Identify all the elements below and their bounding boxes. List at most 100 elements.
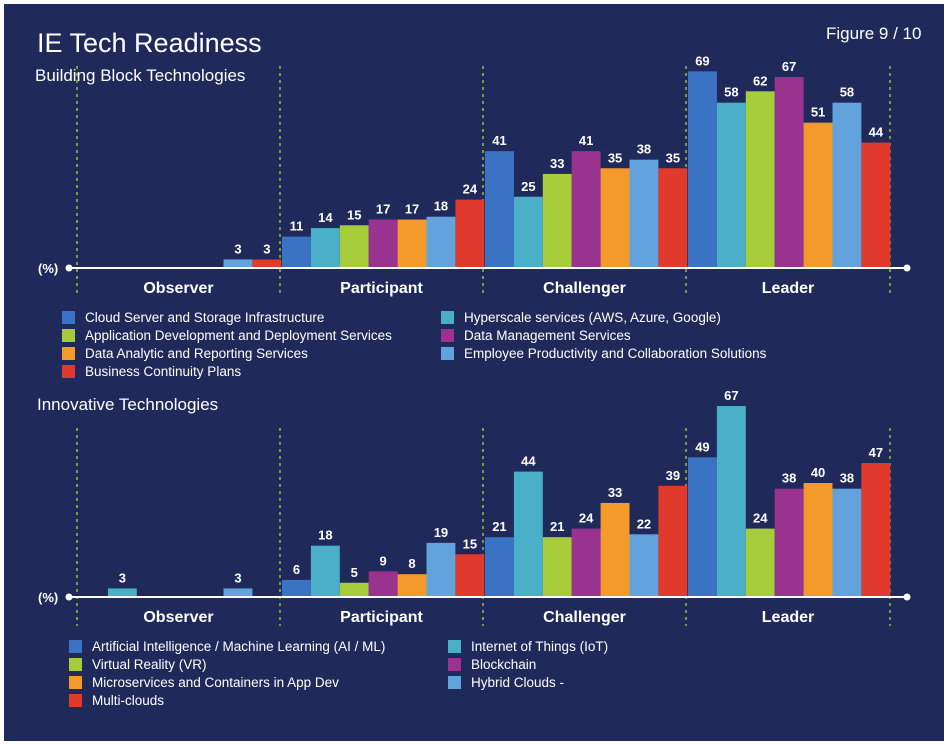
bar: [107, 588, 137, 597]
bar: [310, 545, 340, 597]
legend-swatch: [62, 329, 75, 342]
category-label: Challenger: [543, 609, 626, 626]
data-label: 21: [550, 519, 564, 534]
legend-label: Multi-clouds: [92, 693, 165, 708]
legend-swatch: [69, 658, 82, 671]
bar: [658, 168, 688, 268]
bar: [485, 537, 514, 597]
data-label: 24: [579, 511, 594, 526]
bar: [629, 159, 659, 268]
legend-item: Hyperscale services (AWS, Azure, Google): [441, 310, 721, 325]
bar: [745, 91, 775, 268]
legend-item: Cloud Server and Storage Infrastructure: [62, 310, 324, 325]
bar: [513, 471, 543, 597]
legend-swatch: [448, 640, 461, 653]
bar: [803, 122, 833, 269]
legend-label: Blockchain: [471, 657, 537, 672]
legend-swatch: [69, 694, 82, 707]
legend-swatch: [62, 311, 75, 324]
legend-item: Blockchain: [448, 657, 536, 672]
bar: [688, 71, 717, 268]
bar: [716, 406, 746, 597]
bar: [426, 542, 456, 597]
data-label: 25: [521, 179, 535, 194]
data-label: 18: [318, 528, 332, 543]
data-label: 15: [463, 536, 477, 551]
bar: [339, 582, 369, 597]
data-label: 35: [608, 150, 622, 165]
bar: [832, 488, 862, 597]
data-label: 38: [637, 142, 651, 157]
legend-label: Hyperscale services (AWS, Azure, Google): [464, 310, 721, 325]
data-label: 33: [550, 156, 564, 171]
data-label: 44: [521, 454, 536, 469]
bar: [861, 463, 891, 597]
legend-item: Microservices and Containers in App Dev: [69, 675, 339, 690]
legend-item: Business Continuity Plans: [62, 364, 241, 379]
legend-item: Data Management Services: [441, 328, 631, 343]
data-label: 3: [234, 241, 241, 256]
bar: [600, 168, 630, 268]
bar: [803, 483, 833, 597]
bar: [455, 199, 485, 268]
legend-swatch: [69, 676, 82, 689]
legend-label: Artificial Intelligence / Machine Learni…: [92, 639, 386, 654]
data-label: 40: [811, 465, 825, 480]
bar: [282, 579, 311, 597]
legend-label: Data Management Services: [464, 328, 631, 343]
legend-swatch: [441, 329, 454, 342]
data-label: 67: [782, 59, 796, 74]
data-label: 17: [405, 202, 419, 217]
data-label: 3: [234, 570, 241, 585]
data-label: 58: [840, 85, 854, 100]
data-label: 41: [579, 133, 593, 148]
bar: [571, 151, 601, 268]
bar: [658, 485, 688, 597]
bar: [542, 537, 572, 597]
legend-label: Cloud Server and Storage Infrastructure: [85, 310, 325, 325]
category-label: Observer: [143, 609, 213, 626]
bar: [745, 528, 775, 597]
data-label: 24: [463, 182, 478, 197]
bar: [397, 219, 427, 268]
data-label: 69: [695, 53, 709, 68]
data-label: 44: [869, 125, 884, 140]
bar: [774, 77, 804, 268]
legend-swatch: [441, 311, 454, 324]
legend-swatch: [448, 658, 461, 671]
bar: [455, 554, 485, 597]
bar: [426, 216, 456, 268]
bar: [716, 102, 746, 268]
legend-label: Virtual Reality (VR): [92, 657, 207, 672]
data-label: 35: [666, 150, 680, 165]
category-label: Observer: [143, 280, 213, 297]
data-label: 51: [811, 105, 825, 120]
bar: [861, 142, 891, 268]
bar: [485, 151, 514, 268]
data-label: 21: [492, 519, 506, 534]
legend-item: Artificial Intelligence / Machine Learni…: [69, 639, 385, 654]
data-label: 5: [351, 565, 358, 580]
data-label: 11: [290, 219, 304, 234]
category-label: Challenger: [543, 280, 626, 297]
page-title: IE Tech Readiness: [37, 28, 262, 58]
axis-start-dot: [65, 264, 73, 272]
category-label: Participant: [340, 609, 423, 626]
legend-item: Internet of Things (IoT): [448, 639, 608, 654]
legend-swatch: [441, 347, 454, 360]
data-label: 41: [492, 133, 506, 148]
bar: [688, 457, 717, 597]
bar: [397, 574, 427, 597]
y-axis-label: (%): [38, 261, 58, 276]
data-label: 38: [840, 471, 854, 486]
legend-item: Multi-clouds: [69, 693, 164, 708]
bar: [629, 534, 659, 597]
bar: [832, 102, 862, 268]
bar: [368, 571, 398, 597]
legend-swatch: [62, 347, 75, 360]
legend-item: Employee Productivity and Collaboration …: [441, 346, 766, 361]
data-label: 6: [293, 562, 300, 577]
data-label: 62: [753, 73, 767, 88]
data-label: 15: [347, 207, 361, 222]
bar: [252, 259, 282, 268]
